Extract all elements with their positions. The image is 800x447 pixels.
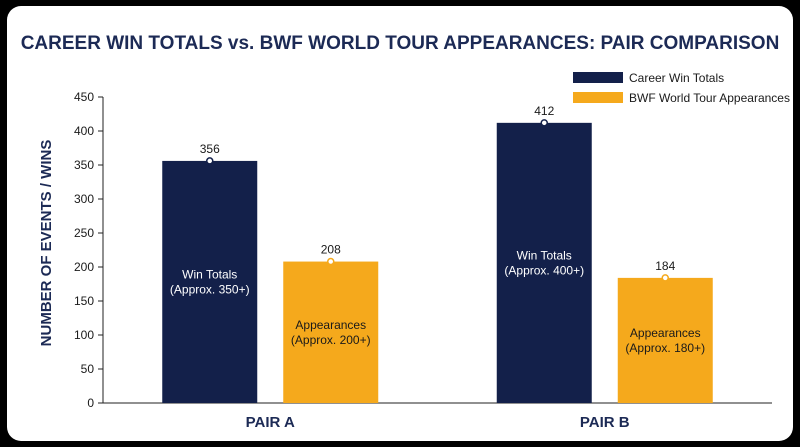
- bar-inner-label: (Approx. 200+): [291, 333, 371, 347]
- legend: Career Win Totals BWF World Tour Appearan…: [573, 71, 790, 105]
- y-axis-label: NUMBER OF EVENTS / WINS: [38, 140, 55, 347]
- y-tick-label: 350: [74, 158, 94, 172]
- bar-value-label: 356: [200, 142, 220, 156]
- bar-inner-label: Appearances: [295, 318, 366, 332]
- y-tick-label: 50: [81, 362, 95, 376]
- bar-marker: [206, 157, 214, 165]
- axes: 0 50 100 150 200 250 300 350 400 450: [74, 90, 772, 410]
- legend-label: BWF World Tour Appearances: [629, 91, 790, 105]
- x-category-label: PAIR A: [246, 414, 295, 431]
- y-tick-label: 100: [74, 328, 94, 342]
- y-tick-label: 400: [74, 124, 94, 138]
- bar-value-label: 208: [321, 243, 341, 257]
- y-tick-label: 300: [74, 192, 94, 206]
- bar-value-label: 412: [534, 104, 554, 118]
- bar: [162, 160, 258, 403]
- legend-swatch: [573, 92, 623, 103]
- bar-inner-label: (Approx. 400+): [504, 263, 584, 277]
- y-tick-label: 200: [74, 260, 94, 274]
- bar-inner-label: Appearances: [630, 326, 701, 340]
- chart-frame: CAREER WIN TOTALS vs. BWF WORLD TOUR APP…: [7, 6, 793, 441]
- bar-inner-label: Win Totals: [517, 248, 572, 262]
- bar: [496, 122, 592, 403]
- legend-label: Career Win Totals: [629, 71, 724, 85]
- bar-value-label: 184: [655, 259, 675, 273]
- y-tick-label: 450: [74, 90, 94, 104]
- bar: [283, 261, 379, 403]
- bar-inner-label: Win Totals: [182, 267, 237, 281]
- bar-marker: [540, 119, 548, 127]
- bar-inner-label: (Approx. 180+): [625, 341, 705, 355]
- bar: [617, 277, 713, 403]
- bar-marker: [661, 274, 669, 282]
- y-tick-label: 0: [87, 396, 94, 410]
- x-category-label: PAIR B: [580, 414, 630, 431]
- chart-title: CAREER WIN TOTALS vs. BWF WORLD TOUR APP…: [21, 33, 780, 54]
- y-tick-label: 250: [74, 226, 94, 240]
- legend-swatch: [573, 72, 623, 83]
- y-tick-label: 150: [74, 294, 94, 308]
- bar-inner-label: (Approx. 350+): [170, 282, 250, 296]
- bar-chart: CAREER WIN TOTALS vs. BWF WORLD TOUR APP…: [21, 33, 790, 431]
- bar-marker: [327, 257, 335, 266]
